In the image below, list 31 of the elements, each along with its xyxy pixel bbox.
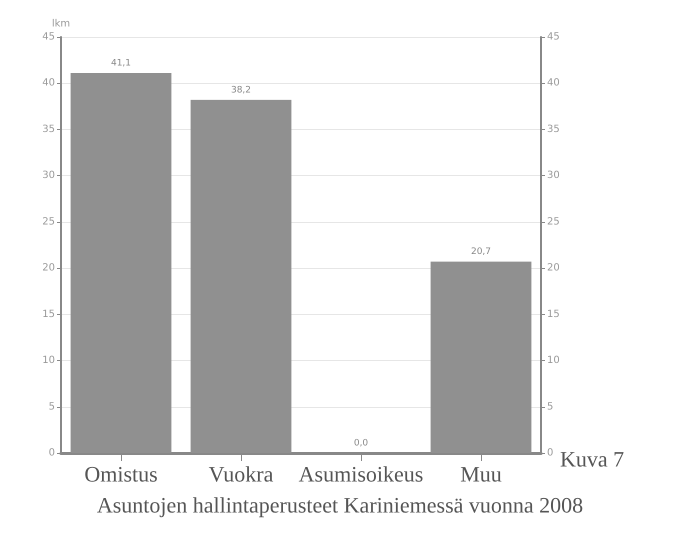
- y2-tick-label: 35: [547, 124, 560, 135]
- y2-tick-label: 0: [547, 448, 554, 458]
- y-tick-label: 15: [42, 308, 55, 320]
- x-tick-label: Vuokra: [208, 462, 274, 486]
- x-tick-label: Asumisoikeus: [298, 462, 424, 486]
- y-tick-label: 0: [48, 448, 55, 458]
- y-tick-label: 20: [42, 262, 55, 274]
- y-tick-label: 25: [42, 216, 55, 228]
- data-label: 20,7: [470, 247, 492, 258]
- y-axis-title: lkm: [52, 18, 70, 30]
- y-tick-label: 5: [48, 401, 55, 412]
- y-tick-label: 45: [42, 32, 55, 42]
- y2-tick-label: 45: [547, 32, 560, 42]
- y-tick-label: 30: [42, 170, 55, 182]
- data-label: 38,2: [230, 85, 252, 96]
- data-label: 0,0: [354, 438, 368, 448]
- text: Kuva 7: [560, 446, 624, 472]
- y2-tick-label: 20: [547, 262, 560, 274]
- data-label: 41,1: [110, 58, 132, 69]
- y2-tick-label: 10: [547, 355, 560, 366]
- y2-tick-label: 15: [547, 308, 560, 320]
- x-tick-label: Omistus: [84, 462, 158, 486]
- y2-tick-label: 5: [547, 401, 554, 412]
- y-tick-label: 40: [42, 78, 55, 89]
- y2-tick-label: 30: [547, 170, 560, 182]
- x-tick-label: Muu: [460, 462, 502, 486]
- y2-tick-label: 40: [547, 78, 560, 89]
- y-tick-label: 35: [42, 124, 55, 135]
- y-tick-label: 10: [42, 355, 55, 366]
- y2-tick-label: 25: [547, 216, 560, 228]
- text: Asuntojen hallintaperusteet Kariniemessä vuonna 2008: [96, 492, 584, 518]
